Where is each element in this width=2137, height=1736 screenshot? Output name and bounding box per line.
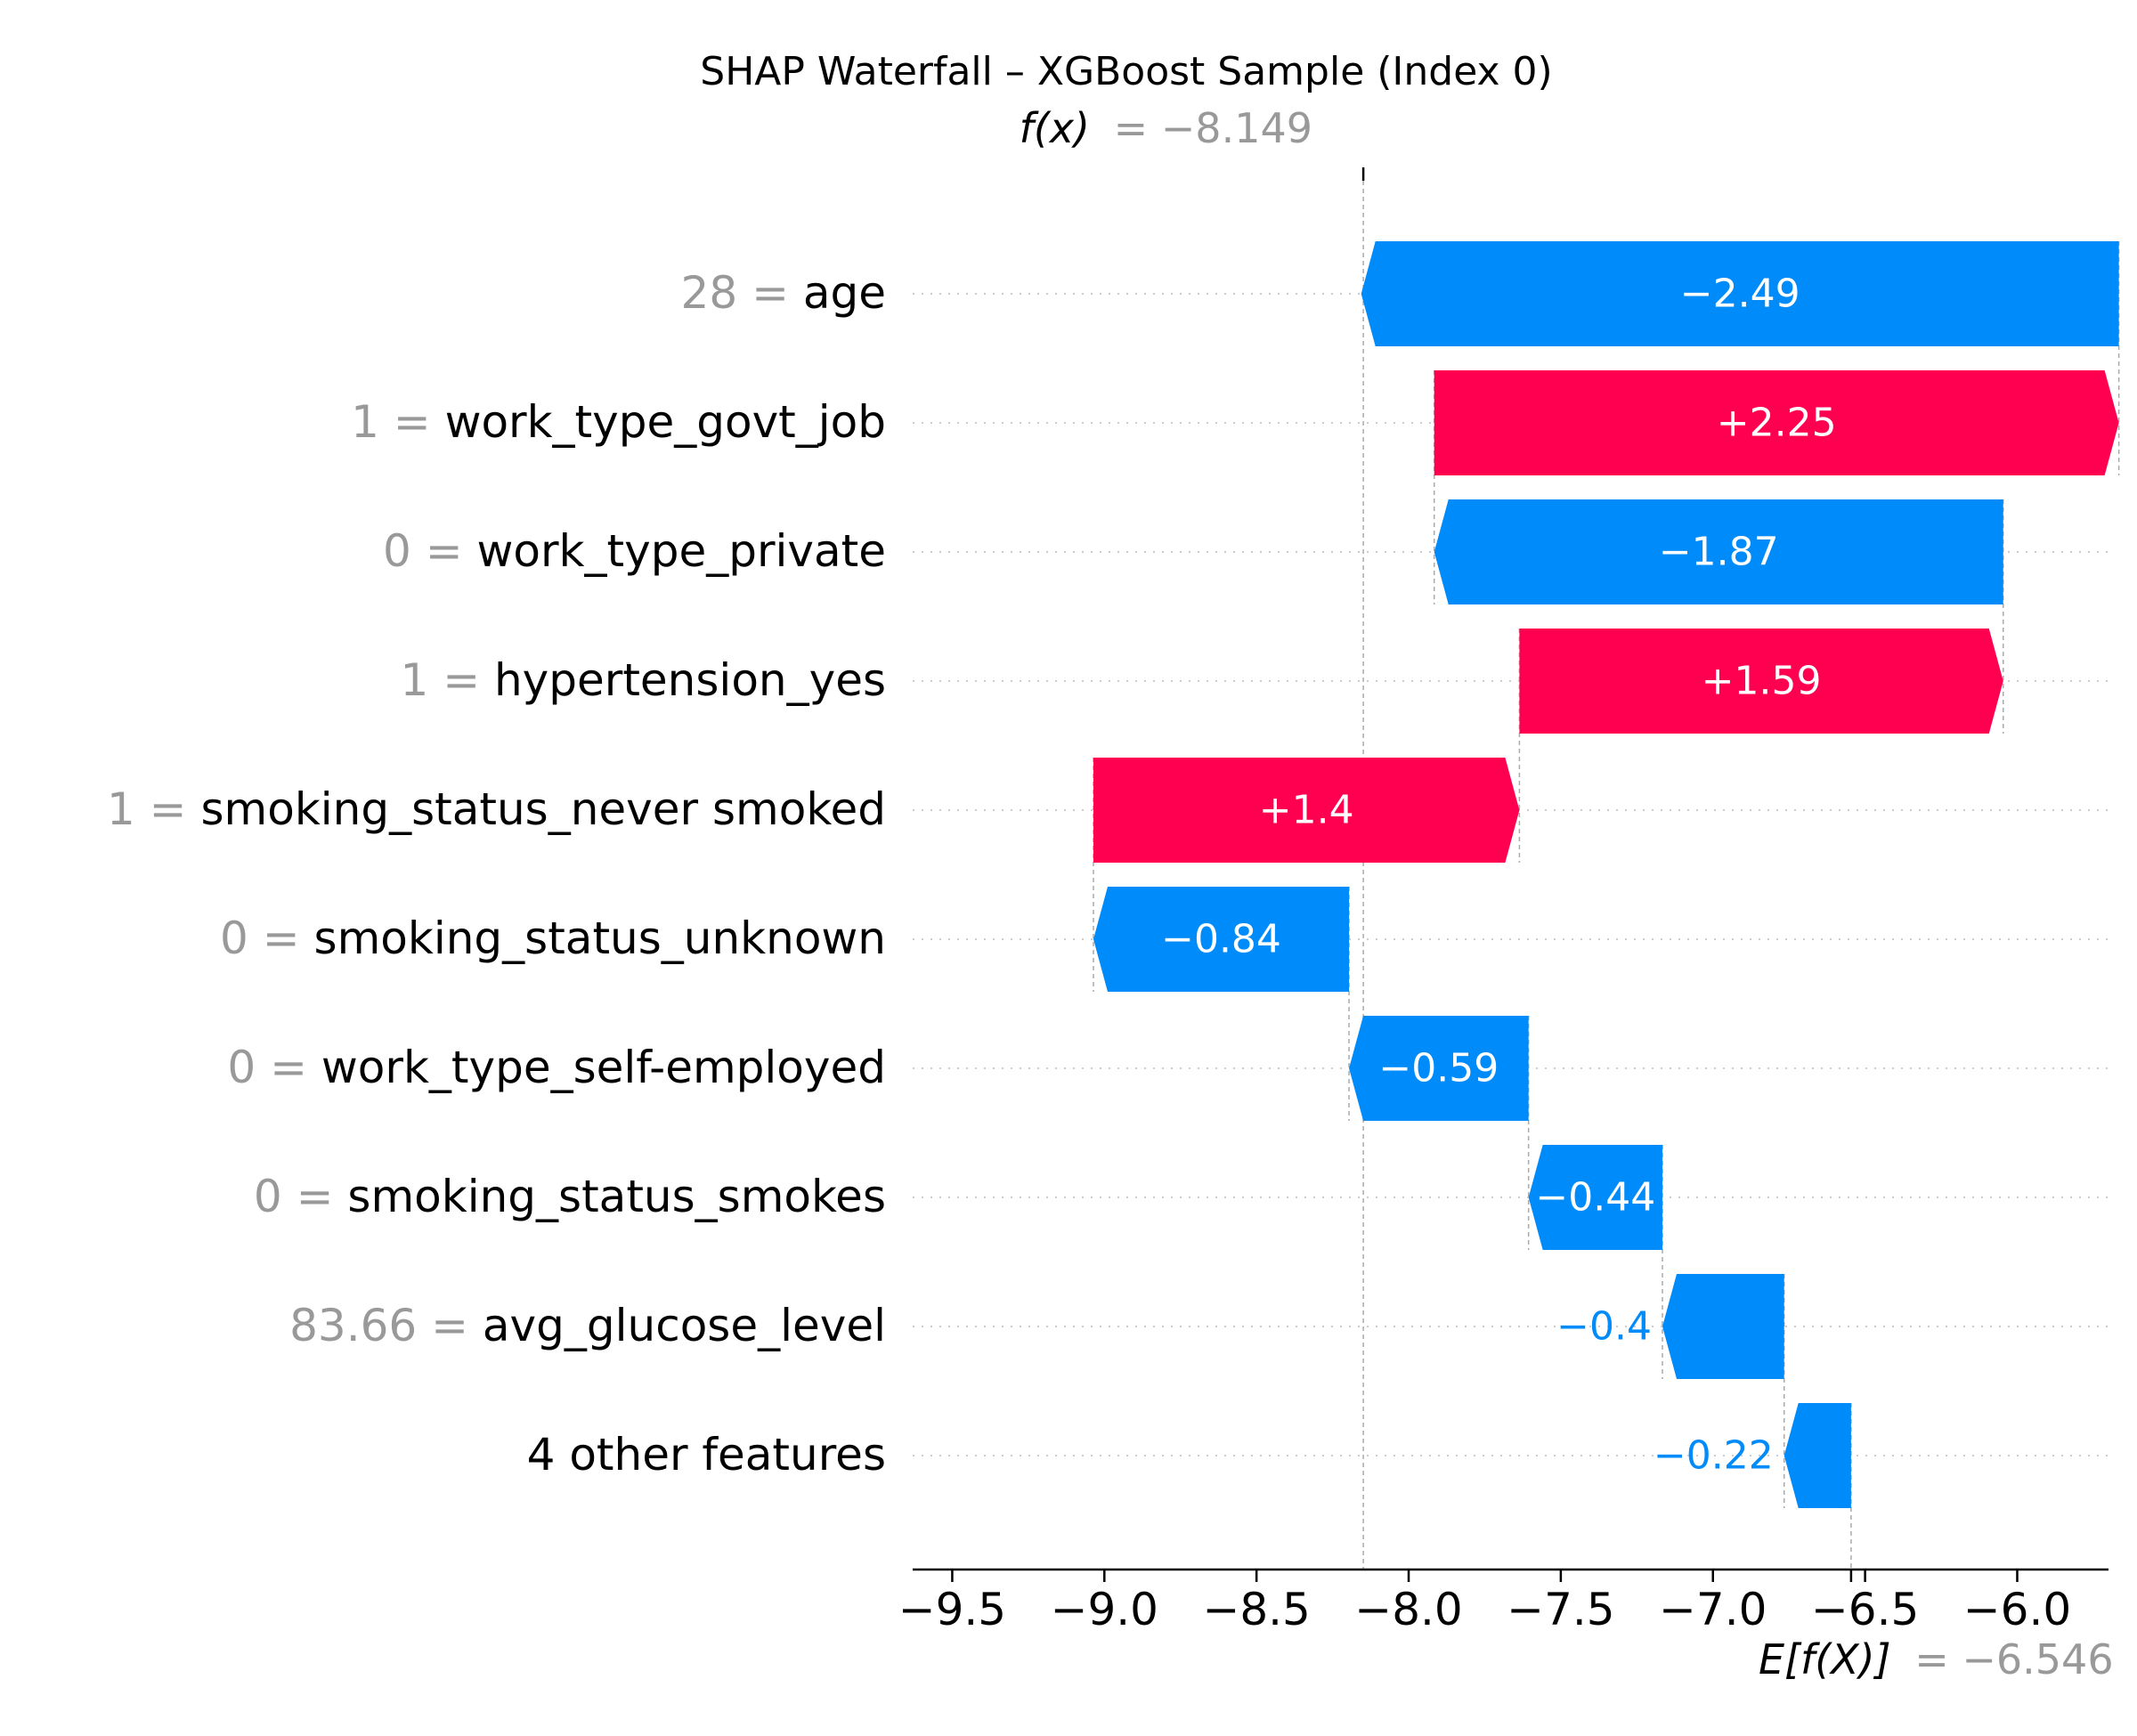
feature-value: 1 = (351, 396, 445, 448)
feature-value: 0 = (383, 525, 477, 577)
shap-value-label: −0.22 (1654, 1433, 1774, 1479)
feature-name: 4 other features (527, 1429, 886, 1480)
feature-name: work_type_private (477, 525, 886, 577)
x-tick-label: −8.0 (1354, 1584, 1462, 1635)
shap-bar (1784, 1403, 1851, 1508)
feature-label: 0 = work_type_self-employed (227, 1042, 886, 1093)
feature-label: 4 other features (527, 1429, 886, 1480)
feature-name: age (803, 267, 886, 319)
efx-label: E[f(X)] (1759, 1635, 1891, 1683)
shap-bar (1519, 629, 2003, 734)
feature-value: 83.66 = (289, 1300, 483, 1351)
feature-name: smoking_status_unknown (314, 913, 886, 964)
shap-bar (1361, 241, 2119, 346)
feature-value: 1 = (107, 783, 201, 835)
fx-value: = −8.149 (1114, 104, 1312, 152)
shap-value-label: −0.4 (1556, 1304, 1652, 1350)
shap-value-label: −2.49 (1680, 272, 1800, 317)
shap-value-label: +1.59 (1702, 659, 1822, 704)
feature-value: 0 = (220, 913, 314, 964)
shap-value-label: −0.84 (1161, 917, 1281, 962)
feature-name: smoking_status_never smoked (200, 783, 886, 835)
feature-name: work_type_govt_job (445, 396, 886, 448)
shap-bar (1093, 887, 1350, 992)
shap-bar (1528, 1145, 1663, 1250)
feature-label: 83.66 = avg_glucose_level (289, 1300, 886, 1351)
feature-value: 0 = (254, 1171, 348, 1222)
shap-value-label: −1.87 (1659, 530, 1779, 575)
feature-label: 1 = hypertension_yes (400, 654, 886, 706)
shap-bar (1662, 1274, 1784, 1379)
chart-title: SHAP Waterfall – XGBoost Sample (Index 0… (700, 49, 1552, 94)
x-tick-label: −8.5 (1202, 1584, 1310, 1635)
feature-name: hypertension_yes (494, 654, 886, 706)
shap-value-label: −0.59 (1378, 1046, 1499, 1091)
feature-label: 1 = smoking_status_never smoked (107, 783, 886, 835)
x-tick-label: −7.0 (1659, 1584, 1767, 1635)
shap-bar (1093, 758, 1520, 863)
shap-value-label: +2.25 (1717, 401, 1837, 446)
feature-label: 1 = work_type_govt_job (351, 396, 886, 448)
x-tick-label: −7.5 (1507, 1584, 1614, 1635)
feature-label: 0 = work_type_private (383, 525, 886, 577)
feature-name: avg_glucose_level (483, 1300, 886, 1351)
efx-value: = −6.546 (1914, 1635, 2113, 1683)
x-tick-label: −6.5 (1811, 1584, 1919, 1635)
shap-value-label: +1.4 (1259, 788, 1354, 833)
x-tick-label: −9.5 (898, 1584, 1006, 1635)
x-tick-label: −6.0 (1963, 1584, 2071, 1635)
fx-label: f(x) (1020, 104, 1090, 152)
fx-annotation: f(x) = −8.149 (1020, 104, 1312, 152)
shap-value-label: −0.44 (1535, 1175, 1655, 1221)
efx-annotation: E[f(X)] = −6.546 (1759, 1635, 2114, 1683)
feature-value: 1 = (400, 654, 494, 706)
feature-label: 0 = smoking_status_smokes (254, 1171, 886, 1222)
feature-label: 28 = age (681, 267, 886, 319)
feature-label: 0 = smoking_status_unknown (220, 913, 886, 964)
feature-value: 0 = (227, 1042, 321, 1093)
feature-value: 28 = (681, 267, 803, 319)
x-tick-label: −9.0 (1051, 1584, 1158, 1635)
shap-bar (1349, 1016, 1529, 1121)
feature-name: smoking_status_smokes (347, 1171, 886, 1222)
feature-name: work_type_self-employed (321, 1042, 886, 1093)
shap-bar (1434, 499, 2003, 604)
shap-bar (1434, 370, 2119, 475)
